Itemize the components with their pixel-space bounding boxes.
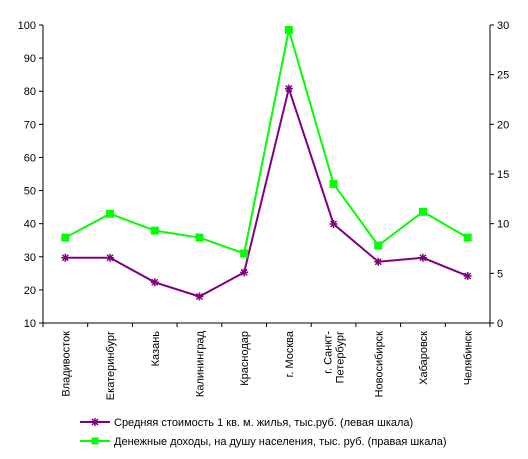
data-point-series-1 <box>240 268 249 277</box>
series-line-2 <box>64 29 469 255</box>
data-point-series-1 <box>418 253 427 262</box>
x-tick-label: Владивосток <box>60 331 72 397</box>
left-tick-label: 50 <box>24 186 36 198</box>
data-point-series-1 <box>150 278 159 287</box>
data-point-series-2 <box>374 241 383 250</box>
x-tick-label: Хабаровск <box>418 331 430 385</box>
x-axis-labels: Владивосток Екатеринбург Казань Калининград… <box>60 330 474 400</box>
legend-label-income: Денежные доходы, на душу населения, тыс.… <box>114 436 447 448</box>
left-tick-label: 90 <box>24 53 36 65</box>
plot-area <box>61 25 472 301</box>
left-tick-label: 10 <box>24 318 36 330</box>
x-tick-label: г. Москва <box>284 330 296 377</box>
data-point-series-1 <box>195 292 204 301</box>
left-tick-label: 80 <box>24 86 36 98</box>
left-tick-label: 70 <box>24 119 36 131</box>
data-point-series-1 <box>374 257 383 266</box>
data-point-series-1 <box>106 253 115 262</box>
right-tick-label: 10 <box>497 219 509 231</box>
data-point-series-2 <box>240 249 249 258</box>
data-point-series-2 <box>284 25 293 34</box>
x-tick-label: Петербург <box>335 331 347 383</box>
data-point-series-1 <box>61 253 70 262</box>
data-point-series-2 <box>418 207 427 216</box>
data-point-series-2 <box>463 233 472 242</box>
x-tick-label: Челябинск <box>463 331 475 385</box>
legend-item-price: Средняя стоимость 1 кв. м. жилья, тыс.ру… <box>80 417 413 429</box>
x-tick-label: Екатеринбург <box>105 331 117 400</box>
axes: 10 20 30 40 50 60 70 80 90 100 0 5 10 15 20 25 30 <box>18 20 510 330</box>
data-point-series-1 <box>329 219 338 228</box>
legend: Средняя стоимость 1 кв. м. жилья, тыс.ру… <box>80 417 447 448</box>
data-point-series-2 <box>61 233 70 242</box>
data-point-series-2 <box>329 179 338 188</box>
right-tick-label: 25 <box>497 70 509 82</box>
right-tick-label: 5 <box>497 268 503 280</box>
legend-marker-income <box>91 437 99 445</box>
left-tick-label: 100 <box>18 20 36 32</box>
left-tick-label: 60 <box>24 152 36 164</box>
left-tick-label: 30 <box>24 252 36 264</box>
right-tick-label: 30 <box>497 20 509 32</box>
legend-label-price: Средняя стоимость 1 кв. м. жилья, тыс.ру… <box>114 417 413 429</box>
data-point-series-1 <box>463 271 472 280</box>
legend-marker-price <box>91 418 99 426</box>
legend-item-income: Денежные доходы, на душу населения, тыс.… <box>80 436 447 448</box>
series-line-1 <box>65 84 469 298</box>
data-point-series-2 <box>195 233 204 242</box>
x-tick-label: Краснодар <box>239 331 251 386</box>
right-tick-label: 15 <box>497 169 509 181</box>
x-tick-label: Новосибирск <box>373 331 385 398</box>
x-tick-label: г. Санкт- <box>323 331 335 374</box>
x-tick-label: Калининград <box>194 330 206 397</box>
data-point-series-1 <box>284 84 293 93</box>
right-tick-label: 20 <box>497 119 509 131</box>
left-tick-label: 20 <box>24 285 36 297</box>
data-point-series-2 <box>106 209 115 218</box>
right-tick-label: 0 <box>497 318 503 330</box>
data-point-series-2 <box>150 226 159 235</box>
left-tick-label: 40 <box>24 219 36 231</box>
x-tick-label: Казань <box>150 331 162 367</box>
